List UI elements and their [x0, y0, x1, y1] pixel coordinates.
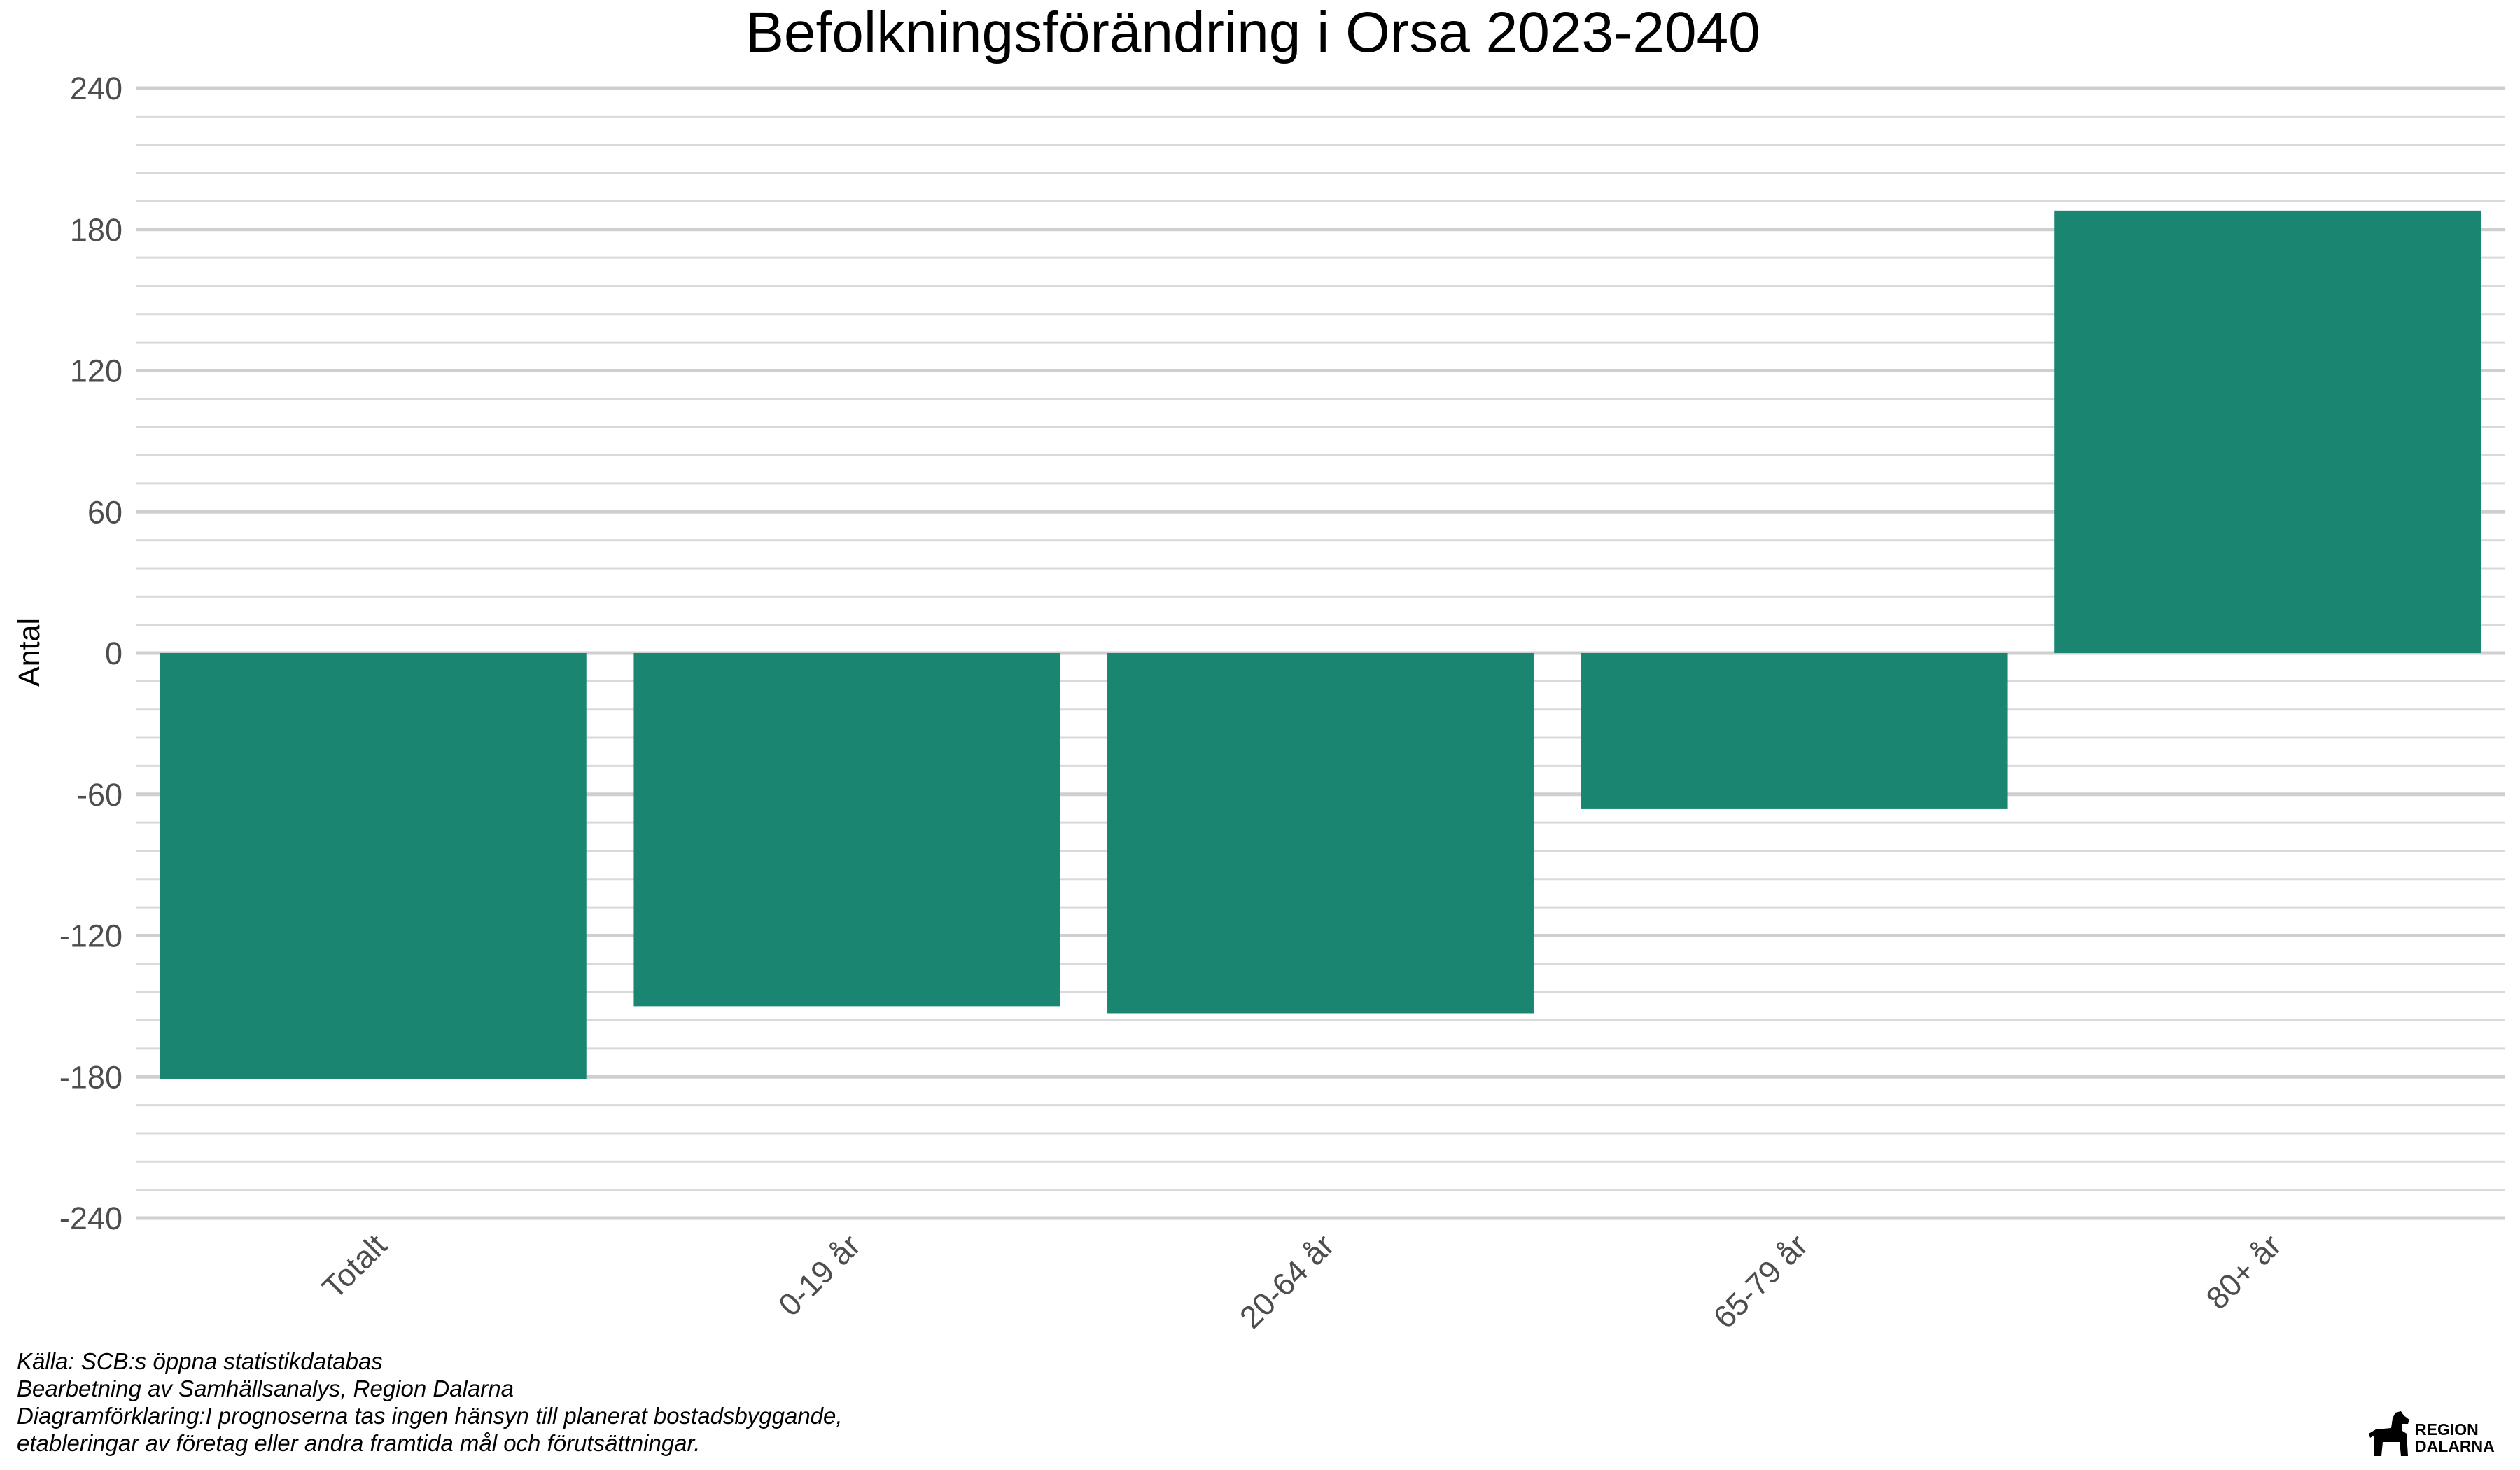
- logo-text: REGION DALARNA: [2415, 1421, 2495, 1455]
- y-tick-label: 0: [105, 636, 122, 671]
- bar: [1581, 653, 2008, 808]
- y-tick-label: -60: [77, 777, 122, 813]
- caption-line: Diagramförklaring:I prognoserna tas inge…: [17, 1403, 843, 1429]
- x-tick-label: 80+ år: [2199, 1227, 2288, 1316]
- y-tick-label: 180: [70, 212, 122, 248]
- logo-line: DALARNA: [2415, 1437, 2495, 1455]
- bar: [634, 653, 1060, 1007]
- caption-line: etableringar av företag eller andra fram…: [17, 1430, 701, 1456]
- caption: Källa: SCB:s öppna statistikdatabas Bear…: [17, 1348, 843, 1457]
- x-tick-label: 65-79 år: [1707, 1227, 1815, 1336]
- bar: [2054, 210, 2482, 654]
- y-tick-label: -180: [59, 1059, 122, 1095]
- x-tick-label: 0-19 år: [771, 1227, 867, 1323]
- caption-line: Bearbetning av Samhällsanalys, Region Da…: [17, 1376, 514, 1401]
- x-tick-label: 20-64 år: [1233, 1227, 1341, 1336]
- dala-horse-icon: [2369, 1411, 2409, 1456]
- y-tick-label: 240: [70, 71, 122, 106]
- y-axis-ticks: 240 180 120 60 0 -60 -120 -180 -240: [59, 71, 122, 1236]
- y-axis-label: Antal: [13, 618, 46, 687]
- caption-line: Källa: SCB:s öppna statistikdatabas: [17, 1348, 383, 1374]
- y-tick-label: 120: [70, 354, 122, 389]
- x-tick-label: Totalt: [315, 1227, 393, 1306]
- bar: [160, 653, 587, 1079]
- chart-title: Befolkningsförändring i Orsa 2023-2040: [746, 1, 1760, 64]
- bars: [160, 210, 2482, 1079]
- y-tick-label: -120: [59, 918, 122, 954]
- region-dalarna-logo: REGION DALARNA: [2367, 1407, 2507, 1460]
- y-tick-label: -240: [59, 1200, 122, 1236]
- logo-line: REGION: [2415, 1420, 2479, 1438]
- y-tick-label: 60: [88, 494, 122, 530]
- x-axis-ticks: Totalt 0-19 år 20-64 år 65-79 år 80+ år: [315, 1227, 2288, 1336]
- bar: [1107, 653, 1534, 1014]
